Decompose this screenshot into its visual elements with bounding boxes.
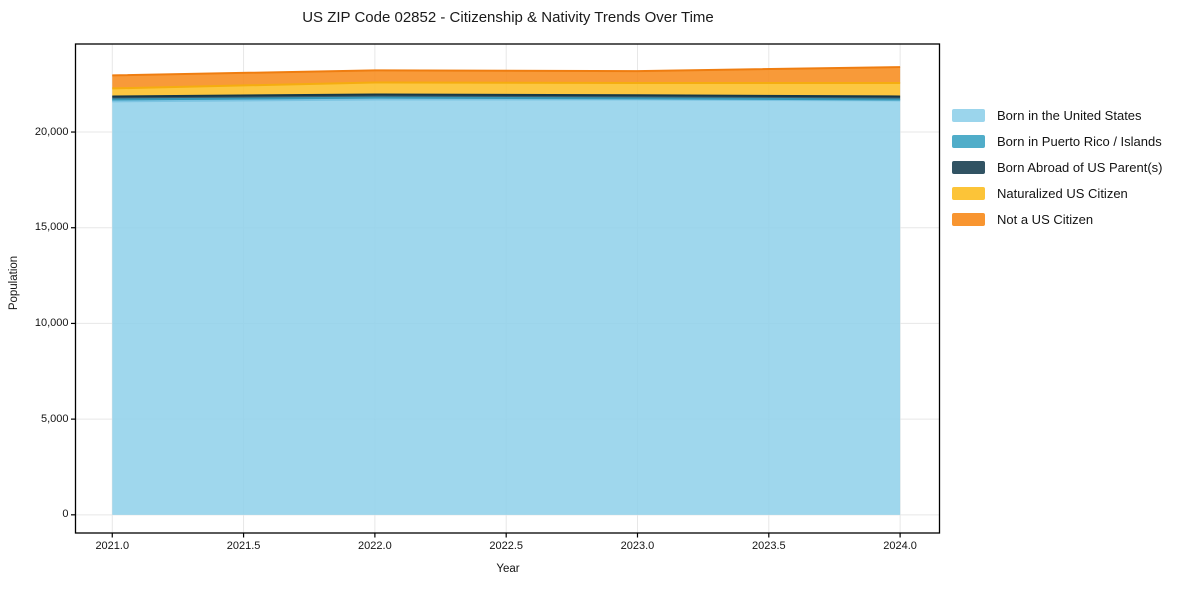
legend-swatch-naturalized	[952, 186, 985, 200]
y-tick-label: 5,000	[40, 412, 69, 425]
axis-ticks	[71, 131, 901, 538]
legend-item: Born in Puerto Rico / Islands	[952, 128, 1162, 154]
y-tick-label: 20,000	[34, 125, 69, 138]
stacked-areas	[112, 67, 901, 515]
legend-label: Born in Puerto Rico / Islands	[997, 133, 1162, 149]
legend-label: Not a US Citizen	[997, 211, 1094, 227]
legend-item: Not a US Citizen	[952, 206, 1162, 232]
y-tick-label: 15,000	[34, 221, 69, 234]
legend-swatch-born-abroad	[952, 160, 985, 174]
x-tick-label: 2024.0	[883, 540, 917, 552]
legend-label: Naturalized US Citizen	[997, 185, 1128, 201]
legend-item: Born in the United States	[952, 102, 1162, 128]
legend-label: Born Abroad of US Parent(s)	[997, 159, 1163, 175]
x-tick-label: 2022.5	[489, 540, 523, 552]
y-axis-label: Population	[8, 255, 20, 311]
x-tick-label: 2021.5	[226, 540, 261, 552]
x-tick-label: 2022.0	[358, 540, 392, 552]
legend-swatch-born-in-us	[952, 108, 985, 122]
y-tick-label: 0	[62, 508, 69, 521]
legend-item: Born Abroad of US Parent(s)	[952, 154, 1162, 180]
plot-frame	[74, 43, 941, 534]
legend-label: Born in the United States	[997, 107, 1142, 123]
series-lines	[112, 66, 901, 103]
x-tick-label: 2021.0	[95, 540, 130, 552]
x-tick-label: 2023.5	[751, 540, 786, 552]
legend-item: Naturalized US Citizen	[952, 180, 1162, 206]
chart-title: US ZIP Code 02852 - Citizenship & Nativi…	[302, 9, 714, 26]
legend-swatch-not-citizen	[952, 212, 985, 226]
x-axis-label: Year	[496, 563, 520, 575]
y-tick-label: 10,000	[34, 316, 69, 329]
legend: Born in the United States Born in Puerto…	[952, 102, 1162, 232]
legend-swatch-puerto-rico	[952, 134, 985, 148]
x-tick-label: 2023.0	[620, 540, 655, 552]
